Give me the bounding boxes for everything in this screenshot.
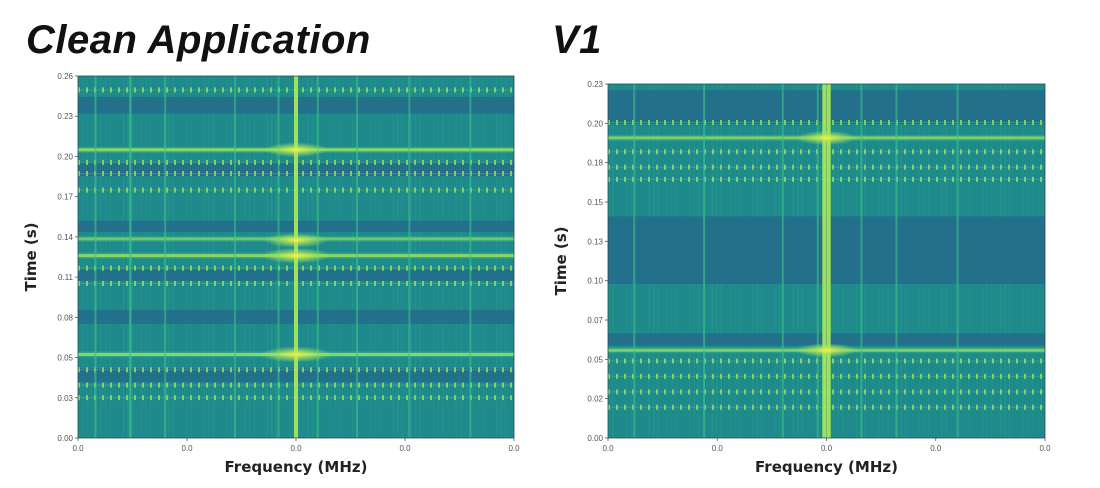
y-tick-label: 0.05 [57,354,73,363]
y-axis-label: Time (s) [552,226,570,295]
spectrogram-clean-application: 0.26 0.23 0.20 0.17 0.14 0.11 0.08 0.05 0.03 0.00… [18,70,538,480]
y-tick-label: 0.07 [587,316,603,325]
x-tick-label: 0.0 [821,444,833,453]
vertical-line [129,76,132,438]
y-tick-label: 0.02 [587,395,603,404]
y-tick-label: 0.13 [587,237,603,246]
vertical-line [408,76,411,438]
vertical-line [94,76,97,438]
x-tick-label: 0.0 [508,444,520,453]
dark-band [608,333,1045,346]
vertical-line [781,84,784,438]
y-tick-label: 0.05 [587,355,603,364]
y-tick-label: 0.23 [587,80,603,89]
y-tick-label: 0.08 [57,313,73,322]
hot-spot [264,142,328,158]
vertical-line [822,84,827,438]
y-tick-label: 0.00 [57,434,73,443]
hot-spot [796,130,857,146]
hot-spot [264,232,328,248]
x-tick-label: 0.0 [602,444,614,453]
vertical-line [633,84,636,438]
y-tick-label: 0.14 [57,233,73,242]
y-tick-label: 0.11 [58,273,74,282]
y-axis-label: Time (s) [22,222,40,291]
y-tick-label: 0.17 [57,193,73,202]
y-tick-label: 0.10 [587,277,603,286]
vertical-line [860,84,863,438]
hot-spot [796,343,857,358]
x-tick-label: 0.0 [930,444,942,453]
y-tick-label: 0.23 [57,112,73,121]
dark-band [608,216,1045,285]
y-tick-label: 0.18 [587,159,603,168]
x-tick-label: 0.0 [181,444,193,453]
vertical-line [956,84,959,438]
panel-title-clean-application: Clean Application [26,18,371,62]
y-tick-label: 0.20 [57,152,73,161]
x-axis-label: Frequency (MHz) [225,458,368,476]
y-tick-label: 0.26 [57,72,73,81]
x-axis-label: Frequency (MHz) [755,458,898,476]
vertical-line [826,84,831,438]
heatmap-area [78,76,514,438]
vertical-line [816,84,819,438]
hot-spot [260,346,332,363]
vertical-line [703,84,706,438]
vertical-line [164,76,167,438]
x-tick-label: 0.0 [1039,444,1051,453]
spectrogram-svg: 0.260.230.200.170.140.110.080.050.030.00… [22,72,520,476]
vertical-line [895,84,898,438]
x-tick-label: 0.0 [72,444,84,453]
vertical-line [469,76,472,438]
x-tick-label: 0.0 [399,444,411,453]
vertical-line [233,76,236,438]
dark-band [608,90,1045,125]
y-tick-label: 0.15 [587,198,603,207]
hot-spot [261,247,331,264]
spectrogram-v1: 0.23 0.20 0.18 0.15 0.13 0.10 0.07 0.05 0.02 0.00… [548,70,1068,480]
y-tick-label: 0.20 [587,119,603,128]
y-tick-label: 0.00 [587,434,603,443]
panel-title-v1: V1 [552,18,602,62]
x-tick-label: 0.0 [290,444,302,453]
spectrogram-svg: 0.230.200.180.150.130.100.070.050.020.00… [552,80,1051,476]
x-tick-label: 0.0 [712,444,724,453]
vertical-line [356,76,359,438]
y-tick-label: 0.03 [57,394,73,403]
heatmap-area [608,84,1045,438]
